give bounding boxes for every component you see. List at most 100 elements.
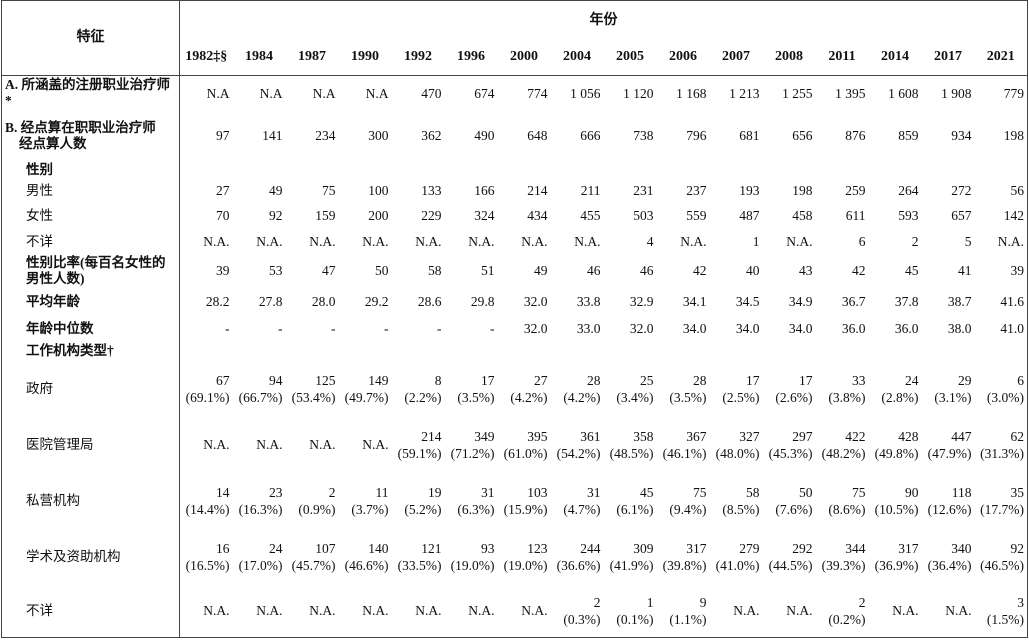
table-row: 男性 27 49 75 100 133 166 214 211 231 237 193 198 259 26… bbox=[1, 178, 1028, 203]
value: 5 bbox=[964, 234, 972, 249]
count: 23 bbox=[269, 484, 283, 500]
value-cell: 34.1 bbox=[657, 287, 710, 317]
value: - bbox=[437, 321, 442, 336]
share: (5.2%) bbox=[404, 501, 442, 517]
value: 6 bbox=[858, 234, 866, 249]
count: 340 bbox=[951, 540, 972, 556]
value-cell: N.A. bbox=[763, 229, 816, 255]
share: (0.3%) bbox=[563, 611, 601, 627]
value-cell: 214 bbox=[498, 179, 551, 203]
share: (3.0%) bbox=[986, 389, 1024, 405]
value: 503 bbox=[633, 208, 654, 223]
value-cell: 28.6 bbox=[392, 287, 445, 317]
value-cell: N.A. bbox=[710, 585, 763, 638]
value: 193 bbox=[739, 183, 760, 198]
value-cell: 300 bbox=[339, 111, 392, 161]
value: 32.9 bbox=[629, 294, 654, 309]
value-cell: 41.0 bbox=[975, 317, 1028, 341]
value: 1 056 bbox=[570, 85, 601, 101]
value: 46 bbox=[640, 263, 654, 278]
value: 38.7 bbox=[947, 294, 972, 309]
value-cell: 50 bbox=[339, 255, 392, 287]
value-cell: 24 (2.8%) bbox=[869, 361, 922, 417]
row-label: 平均年龄 bbox=[1, 286, 180, 317]
value-cell: N.A. bbox=[339, 585, 392, 638]
value-cell: 75 (9.4%) bbox=[657, 473, 710, 529]
value: N.A. bbox=[203, 234, 230, 249]
share: (10.5%) bbox=[874, 501, 919, 517]
value-cell: 42 bbox=[657, 255, 710, 287]
value: 490 bbox=[474, 128, 495, 143]
value-cell: 46 bbox=[604, 255, 657, 287]
value: 229 bbox=[421, 208, 442, 223]
value-cell: 428 (49.8%) bbox=[869, 417, 922, 473]
value: 97 bbox=[216, 128, 230, 143]
value: N.A. bbox=[362, 603, 389, 619]
value-cell: 934 bbox=[922, 111, 975, 161]
count: 28 bbox=[693, 372, 707, 388]
value-cell: 666 bbox=[551, 111, 604, 161]
value: - bbox=[384, 321, 389, 336]
value-cell: 395 (61.0%) bbox=[498, 417, 551, 473]
value: 41 bbox=[958, 263, 972, 278]
value-cell: 140 (46.6%) bbox=[339, 529, 392, 585]
count: 19 bbox=[428, 484, 442, 500]
share: (1.5%) bbox=[986, 611, 1024, 627]
label-text: 平均年龄 bbox=[26, 293, 80, 309]
value-cell: 27.8 bbox=[233, 287, 286, 317]
value-cell: 33 (3.8%) bbox=[816, 361, 869, 417]
count: 94 bbox=[269, 372, 283, 388]
value: 166 bbox=[474, 183, 495, 198]
value-cell: 40 bbox=[710, 255, 763, 287]
count: 31 bbox=[587, 484, 601, 500]
value: N.A. bbox=[256, 234, 283, 249]
value-cell: N.A. bbox=[763, 585, 816, 638]
value: 198 bbox=[1003, 128, 1024, 143]
value: N.A. bbox=[945, 603, 972, 619]
value: 272 bbox=[951, 183, 972, 198]
count: 58 bbox=[746, 484, 760, 500]
count: 121 bbox=[421, 540, 442, 556]
value-cell: 32.0 bbox=[604, 317, 657, 341]
count: 2 bbox=[593, 594, 601, 610]
value-cell: 317 (36.9%) bbox=[869, 529, 922, 585]
share: (49.7%) bbox=[344, 389, 389, 405]
value-cell: 14 (14.4%) bbox=[180, 473, 233, 529]
count: 1 bbox=[646, 594, 654, 610]
value-cell: 28.0 bbox=[286, 287, 339, 317]
count: 309 bbox=[633, 540, 654, 556]
value: N.A. bbox=[256, 437, 283, 452]
value: 1 168 bbox=[676, 85, 707, 101]
value-cell: 159 bbox=[286, 203, 339, 229]
share: (48.2%) bbox=[821, 445, 866, 461]
value: N.A bbox=[206, 85, 230, 101]
value-cell: N.A. bbox=[392, 585, 445, 638]
value-cell: 1 908 bbox=[922, 76, 975, 111]
count: 103 bbox=[527, 484, 548, 500]
share: (36.9%) bbox=[874, 557, 919, 573]
value-cell: 259 bbox=[816, 179, 869, 203]
table-row: 私营机构 14 (14.4%) 23 (16.3%) 2 (0.9%) 11 (3.7%) 19(… bbox=[1, 472, 1028, 529]
value-cell: N.A. bbox=[498, 229, 551, 255]
label-text: 私营机构 bbox=[26, 492, 80, 508]
share: (44.5%) bbox=[768, 557, 813, 573]
value-cell: 58 (8.5%) bbox=[710, 473, 763, 529]
label-text: A. 所涵盖的注册职业治疗师* bbox=[5, 77, 170, 109]
value-cell: 92 (46.5%) bbox=[975, 529, 1028, 585]
share: (46.6%) bbox=[344, 557, 389, 573]
value: N.A. bbox=[521, 603, 548, 619]
value-cell: 36.7 bbox=[816, 287, 869, 317]
value-cell: 34.0 bbox=[710, 317, 763, 341]
share: (17.0%) bbox=[238, 557, 283, 573]
value-cell: 118 (12.6%) bbox=[922, 473, 975, 529]
value: N.A. bbox=[786, 603, 813, 619]
count: 361 bbox=[580, 428, 601, 444]
label-text: 医院管理局 bbox=[26, 436, 94, 452]
value: 41.0 bbox=[1000, 321, 1024, 336]
value: 1 bbox=[752, 234, 760, 249]
value: 50 bbox=[375, 263, 389, 278]
value-cell: 34.5 bbox=[710, 287, 763, 317]
value: 198 bbox=[792, 183, 813, 198]
value: 231 bbox=[633, 183, 654, 198]
share: (6.3%) bbox=[457, 501, 495, 517]
